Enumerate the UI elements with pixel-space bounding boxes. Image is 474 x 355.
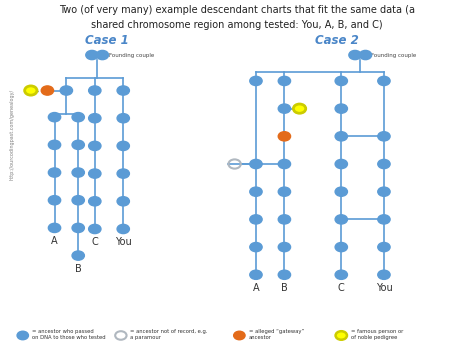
- Circle shape: [293, 104, 306, 113]
- Circle shape: [89, 169, 101, 178]
- Circle shape: [250, 76, 262, 86]
- Circle shape: [378, 159, 390, 169]
- Circle shape: [378, 270, 390, 279]
- Circle shape: [335, 215, 347, 224]
- Circle shape: [72, 251, 84, 260]
- Circle shape: [336, 331, 347, 340]
- Text: B: B: [75, 264, 82, 274]
- Text: C: C: [91, 237, 98, 247]
- Circle shape: [278, 132, 291, 141]
- Circle shape: [335, 159, 347, 169]
- Circle shape: [378, 76, 390, 86]
- Circle shape: [89, 224, 101, 234]
- Circle shape: [117, 197, 129, 206]
- Circle shape: [48, 140, 61, 149]
- Circle shape: [250, 215, 262, 224]
- Circle shape: [250, 159, 262, 169]
- Text: A: A: [51, 236, 58, 246]
- Circle shape: [72, 223, 84, 233]
- Circle shape: [250, 187, 262, 196]
- Text: C: C: [338, 283, 345, 293]
- Circle shape: [335, 76, 347, 86]
- Text: Founding couple: Founding couple: [371, 53, 416, 58]
- Circle shape: [25, 86, 37, 95]
- Text: http://ourcodingpast.com/genealogy/: http://ourcodingpast.com/genealogy/: [9, 89, 14, 180]
- Circle shape: [72, 196, 84, 205]
- Circle shape: [117, 224, 129, 234]
- Circle shape: [48, 113, 61, 122]
- Circle shape: [72, 113, 84, 122]
- Text: Case 1: Case 1: [85, 34, 128, 47]
- Text: You: You: [115, 237, 132, 247]
- Circle shape: [48, 196, 61, 205]
- Circle shape: [278, 242, 291, 252]
- Text: = ancestor not of record, e.g.
a paramour: = ancestor not of record, e.g. a paramou…: [130, 329, 208, 340]
- Circle shape: [278, 104, 291, 113]
- Text: You: You: [375, 283, 392, 293]
- Circle shape: [378, 242, 390, 252]
- Text: = alleged “gateway”
ancestor: = alleged “gateway” ancestor: [249, 329, 304, 340]
- Circle shape: [278, 215, 291, 224]
- Text: Founding couple: Founding couple: [109, 53, 155, 58]
- Circle shape: [378, 132, 390, 141]
- Text: Two (of very many) example descendant charts that fit the same data (a: Two (of very many) example descendant ch…: [59, 5, 415, 15]
- Circle shape: [335, 242, 347, 252]
- Text: = ancestor who passed
on DNA to those who tested: = ancestor who passed on DNA to those wh…: [32, 329, 106, 340]
- Circle shape: [48, 223, 61, 233]
- Circle shape: [378, 187, 390, 196]
- Circle shape: [335, 187, 347, 196]
- Circle shape: [17, 331, 28, 340]
- Circle shape: [60, 86, 73, 95]
- Circle shape: [335, 104, 347, 113]
- Circle shape: [117, 86, 129, 95]
- Circle shape: [89, 86, 101, 95]
- Text: B: B: [281, 283, 288, 293]
- Circle shape: [278, 187, 291, 196]
- Circle shape: [41, 86, 54, 95]
- Circle shape: [96, 50, 109, 60]
- Circle shape: [250, 270, 262, 279]
- Circle shape: [349, 50, 361, 60]
- Circle shape: [117, 169, 129, 178]
- Circle shape: [278, 159, 291, 169]
- Circle shape: [335, 132, 347, 141]
- Circle shape: [278, 270, 291, 279]
- Circle shape: [72, 168, 84, 177]
- Text: A: A: [253, 283, 259, 293]
- Circle shape: [72, 140, 84, 149]
- Circle shape: [89, 114, 101, 123]
- Circle shape: [89, 141, 101, 151]
- Circle shape: [117, 114, 129, 123]
- Circle shape: [278, 76, 291, 86]
- Circle shape: [378, 215, 390, 224]
- Text: Case 2: Case 2: [315, 34, 358, 47]
- Circle shape: [89, 197, 101, 206]
- Circle shape: [117, 141, 129, 151]
- Circle shape: [48, 168, 61, 177]
- Circle shape: [335, 270, 347, 279]
- Circle shape: [234, 331, 245, 340]
- Text: = famous person or
of noble pedigree: = famous person or of noble pedigree: [351, 329, 403, 340]
- Text: shared chromosome region among tested: You, A, B, and C): shared chromosome region among tested: Y…: [91, 20, 383, 29]
- Circle shape: [359, 50, 372, 60]
- Circle shape: [250, 242, 262, 252]
- Circle shape: [86, 50, 98, 60]
